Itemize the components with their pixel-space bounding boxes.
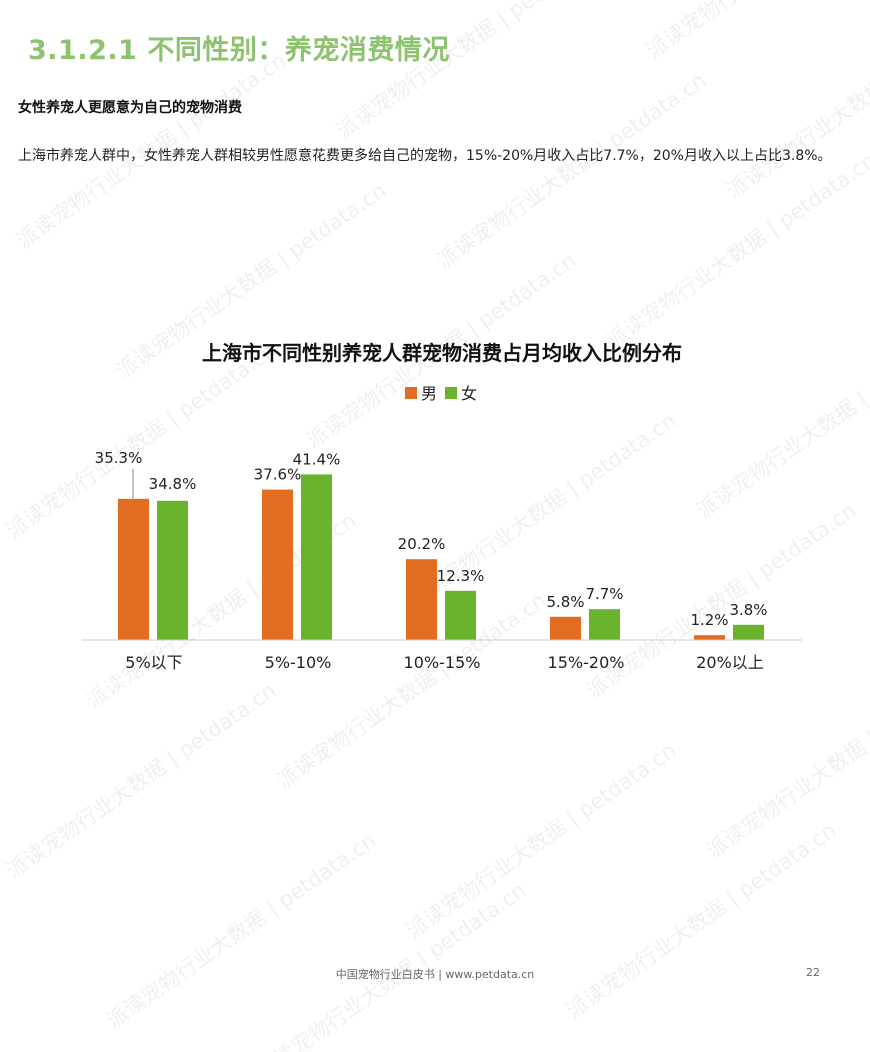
sub-heading: 女性养宠人更愿意为自己的宠物消费: [18, 100, 242, 116]
bar-2-0: [406, 559, 437, 640]
category-label-0: 5%以下: [125, 653, 182, 672]
category-label-4: 20%以上: [696, 653, 764, 672]
data-label-3-0: 5.8%: [546, 593, 584, 611]
bar-1-1: [301, 474, 332, 640]
category-labels: 5%以下 5%-10% 10%-15% 15%-20% 20%以上: [125, 653, 763, 672]
bar-4-1: [733, 624, 764, 640]
bar-0-1: [157, 500, 188, 640]
data-label-2-1: 12.3%: [437, 567, 485, 585]
legend-label-1: 女: [461, 384, 477, 403]
chart-title: 上海市不同性别养宠人群宠物消费占月均收入比例分布: [202, 341, 682, 365]
data-label-0-0: 35.3%: [95, 449, 143, 467]
data-label-3-1: 7.7%: [585, 585, 623, 603]
watermark-text: 派读宠物行业大数据 | petdata.cn: [2, 678, 281, 883]
watermark-text: 派读宠物行业大数据 | petdata.cn: [640, 0, 870, 65]
category-label-3: 15%-20%: [548, 653, 625, 672]
bars-group: 35.3% 34.8% 37.6%41.4% 20.2% 12.3% 5.8% 7.7% 1.…: [95, 449, 768, 640]
bar-chart: 上海市不同性别养宠人群宠物消费占月均收入比例分布 男女 35.3%34.8%37…: [82, 341, 802, 672]
legend-swatch-0: [405, 387, 417, 399]
bar-3-1: [589, 609, 620, 640]
watermark-text: 派读宠物行业大数据 | petdata.cn: [432, 68, 711, 273]
category-label-2: 10%-15%: [404, 653, 481, 672]
category-label-1: 5%-10%: [265, 653, 332, 672]
footer-text: 中国宠物行业白皮书 | www.petdata.cn: [335, 968, 535, 981]
bar-2-1: [445, 590, 476, 640]
watermark-text: 派读宠物行业大数据 | petdata.cn: [722, 0, 870, 203]
bar-0-0: [118, 498, 149, 640]
watermark-text: 派读宠物行业大数据 | petdata.cn: [102, 828, 381, 1033]
bar-1-0: [262, 489, 293, 640]
data-label-4-0: 1.2%: [690, 611, 728, 629]
watermark-text: 派读宠物行业大数据 | petdata.cn: [402, 738, 681, 943]
page-number: 22: [806, 966, 820, 979]
chart-legend: 男女: [405, 384, 477, 403]
legend-swatch-1: [445, 387, 457, 399]
data-label-1-0: 37.6%: [254, 466, 302, 484]
data-label-1-1: 41.4%: [293, 450, 341, 468]
page-heading: 3.1.2.1 不同性别：养宠消费情况: [28, 35, 450, 66]
bar-4-0: [694, 635, 725, 640]
data-label-4-1: 3.8%: [729, 601, 767, 619]
data-label-2-0: 20.2%: [398, 535, 446, 553]
watermark-text: 派读宠物行业大数据 | petdata.cn: [252, 878, 531, 1052]
watermark-text: 派读宠物行业大数据 | petdata.cn: [562, 818, 841, 1023]
data-label-0-1: 34.8%: [149, 475, 197, 493]
bar-3-0: [550, 616, 581, 640]
body-paragraph: 上海市养宠人群中，女性养宠人群相较男性愿意花费更多给自己的宠物，15%-20%月…: [18, 148, 832, 164]
chart-container: 上海市不同性别养宠人群宠物消费占月均收入比例分布 男女 35.3% 34.8% 37…: [0, 320, 870, 694]
watermark-text: 派读宠物行业大数据 | petdata.cn: [332, 0, 611, 143]
legend-label-0: 男: [421, 384, 437, 403]
